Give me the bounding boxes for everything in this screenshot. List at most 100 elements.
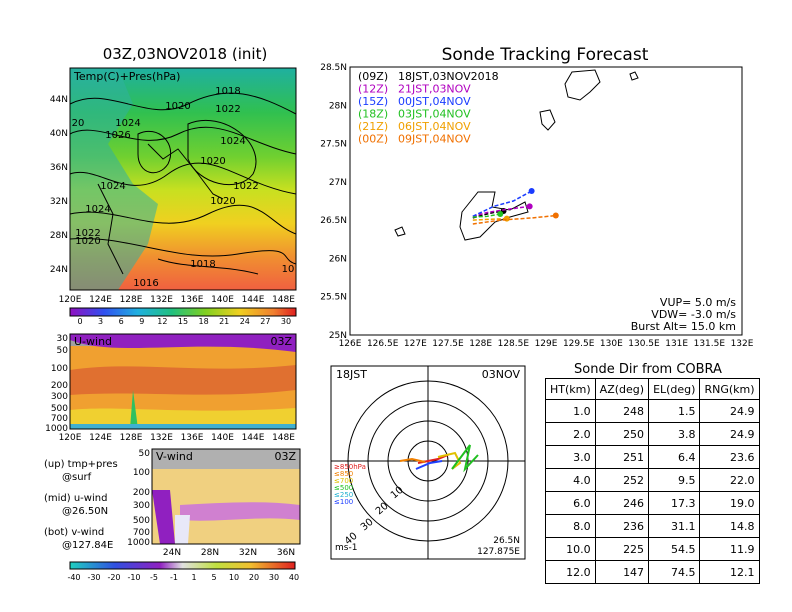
amami-coastline bbox=[564, 69, 601, 101]
map-lon-tick: 120E bbox=[59, 295, 82, 305]
table-cell: 74.5 bbox=[648, 560, 701, 584]
u-lon-tick: 140E bbox=[211, 433, 234, 443]
tracking-frame bbox=[349, 66, 743, 336]
isobar-label: 1018 bbox=[215, 86, 240, 97]
u-pressure-tick: 50 bbox=[57, 346, 69, 356]
v-pressure-tick: 200 bbox=[133, 488, 150, 498]
note-mid-b: @26.50N bbox=[62, 506, 109, 517]
dir-header: RNG(km) bbox=[699, 378, 760, 400]
launch-time: 09JST,04NOV bbox=[398, 133, 471, 146]
isobar-label: 20 bbox=[72, 118, 85, 129]
tracking-lon-tick: 130E bbox=[600, 339, 623, 349]
table-cell: 6.4 bbox=[648, 445, 701, 469]
v-colorbar-tick: 1 bbox=[191, 573, 196, 582]
launch-time: 06JST,04NOV bbox=[398, 120, 471, 133]
isobar-label: 10 bbox=[282, 264, 295, 275]
table-cell: 248 bbox=[594, 399, 650, 423]
temp-colorbar-ticks: 0 3 6 9 12 15 18 21 24 27 30 bbox=[77, 317, 291, 324]
tracking-lat-tick: 25.5N bbox=[320, 293, 347, 303]
note-up-a: (up) tmp+pres bbox=[44, 459, 118, 470]
table-cell: 246 bbox=[594, 491, 650, 515]
v-lat-tick: 24N bbox=[163, 548, 181, 558]
note-bot-b: @127.84E bbox=[62, 540, 114, 551]
isobar-label: 1018 bbox=[190, 259, 215, 270]
map-lon-tick: 132E bbox=[150, 295, 173, 305]
table-row: 10.0 225 54.5 11.9 bbox=[545, 537, 760, 561]
tracking-lon-tick: 128E bbox=[469, 339, 492, 349]
track-line bbox=[472, 214, 556, 225]
table-cell: 11.9 bbox=[699, 537, 760, 561]
table-cell: 8.0 bbox=[545, 514, 596, 538]
track-endpoint bbox=[526, 203, 533, 210]
tracking-lat-tick: 28.5N bbox=[320, 63, 347, 73]
v-colorbar-tick: 10 bbox=[229, 573, 239, 582]
panel-legend-notes: (up) tmp+pres @surf (mid) u-wind @26.50N (… bbox=[44, 458, 118, 552]
launch-code: (12Z) bbox=[358, 83, 388, 96]
param-burst: Burst Alt= 15.0 km bbox=[631, 320, 736, 333]
track-line bbox=[472, 190, 532, 217]
temp-colorbar-tick: 18 bbox=[199, 317, 209, 324]
isobar-label: 1024 bbox=[115, 118, 140, 129]
note-bot-a: (bot) v-wind bbox=[44, 527, 105, 538]
map-frame bbox=[69, 67, 297, 291]
u-lon-tick: 148E bbox=[272, 433, 295, 443]
table-row: 6.0 246 17.3 19.0 bbox=[545, 491, 760, 515]
u-wind-time: 03Z bbox=[270, 335, 292, 348]
temp-colorbar-tick: 24 bbox=[240, 317, 250, 324]
launch-code: (00Z) bbox=[358, 133, 388, 146]
v-lat-tick: 36N bbox=[277, 548, 295, 558]
isobar-label: 1022 bbox=[233, 181, 258, 192]
table-row: 12.0 147 74.5 12.1 bbox=[545, 560, 760, 584]
table-cell: 1.5 bbox=[648, 399, 701, 423]
hodo-right-label: 03NOV bbox=[482, 368, 521, 381]
dir-header: AZ(deg) bbox=[594, 378, 650, 400]
tracking-lat-tick: 27N bbox=[329, 178, 347, 188]
hodo-level-label: ≤250 bbox=[334, 491, 353, 499]
table-cell: 31.1 bbox=[648, 514, 701, 538]
tracking-lon-tick: 126.5E bbox=[367, 339, 399, 349]
tracking-lon-tick: 131E bbox=[665, 339, 688, 349]
table-cell: 23.6 bbox=[699, 445, 760, 469]
left-title: 03Z,03NOV2018 (init) bbox=[102, 45, 268, 63]
map-panel-label: Temp(C)+Pres(hPa) bbox=[73, 70, 180, 83]
param-vdw: VDW= -3.0 m/s bbox=[651, 308, 736, 321]
track-line bbox=[472, 213, 501, 218]
hodo-lon: 127.875E bbox=[477, 547, 520, 557]
u-pressure-tick: 100 bbox=[51, 364, 68, 374]
isobar-label: 1020 bbox=[75, 236, 100, 247]
launch-time: 03JST,04NOV bbox=[398, 108, 471, 121]
v-colorbar-tick: 30 bbox=[269, 573, 279, 582]
v-pressure-tick: 1000 bbox=[127, 538, 150, 548]
v-pressure-tick: 300 bbox=[133, 501, 150, 511]
map-lat-ticks: 44N 40N 36N 32N 28N 24N bbox=[50, 95, 68, 275]
coastline-japan bbox=[147, 143, 224, 200]
map-lat-tick: 44N bbox=[50, 95, 68, 105]
track-endpoint bbox=[552, 212, 559, 219]
tracking-lat-tick: 27.5N bbox=[320, 140, 347, 150]
table-cell: 14.8 bbox=[699, 514, 760, 538]
temp-colorbar-tick: 0 bbox=[77, 317, 82, 324]
v-colorbar-tick: -5 bbox=[150, 573, 158, 582]
temp-colorbar-tick: 9 bbox=[139, 317, 144, 324]
isobar-label: 1024 bbox=[100, 181, 125, 192]
u-lon-tick: 132E bbox=[150, 433, 173, 443]
v-colorbar-tick: -1 bbox=[170, 573, 178, 582]
table-cell: 147 bbox=[594, 560, 650, 584]
table-cell: 3.8 bbox=[648, 422, 701, 446]
v-colorbar-tick: -20 bbox=[107, 573, 120, 582]
hodo-level-label: ≤700 bbox=[334, 477, 353, 485]
table-cell: 19.0 bbox=[699, 491, 760, 515]
tracking-lon-tick: 129E bbox=[535, 339, 558, 349]
hodo-level-label: ≤100 bbox=[334, 498, 353, 506]
hodograph: 10 20 30 40 18JST 03NOV ≥850hPa≤850≤700≤… bbox=[330, 365, 526, 560]
table-cell: 12.1 bbox=[699, 560, 760, 584]
isobar-label: 1016 bbox=[133, 278, 158, 289]
table-cell: 9.5 bbox=[648, 468, 701, 492]
temp-colorbar-tick: 21 bbox=[219, 317, 229, 324]
tracking-lon-tick: 129.5E bbox=[563, 339, 595, 349]
temp-colorbar-tick: 15 bbox=[178, 317, 188, 324]
hodo-left-label: 18JST bbox=[336, 368, 367, 381]
